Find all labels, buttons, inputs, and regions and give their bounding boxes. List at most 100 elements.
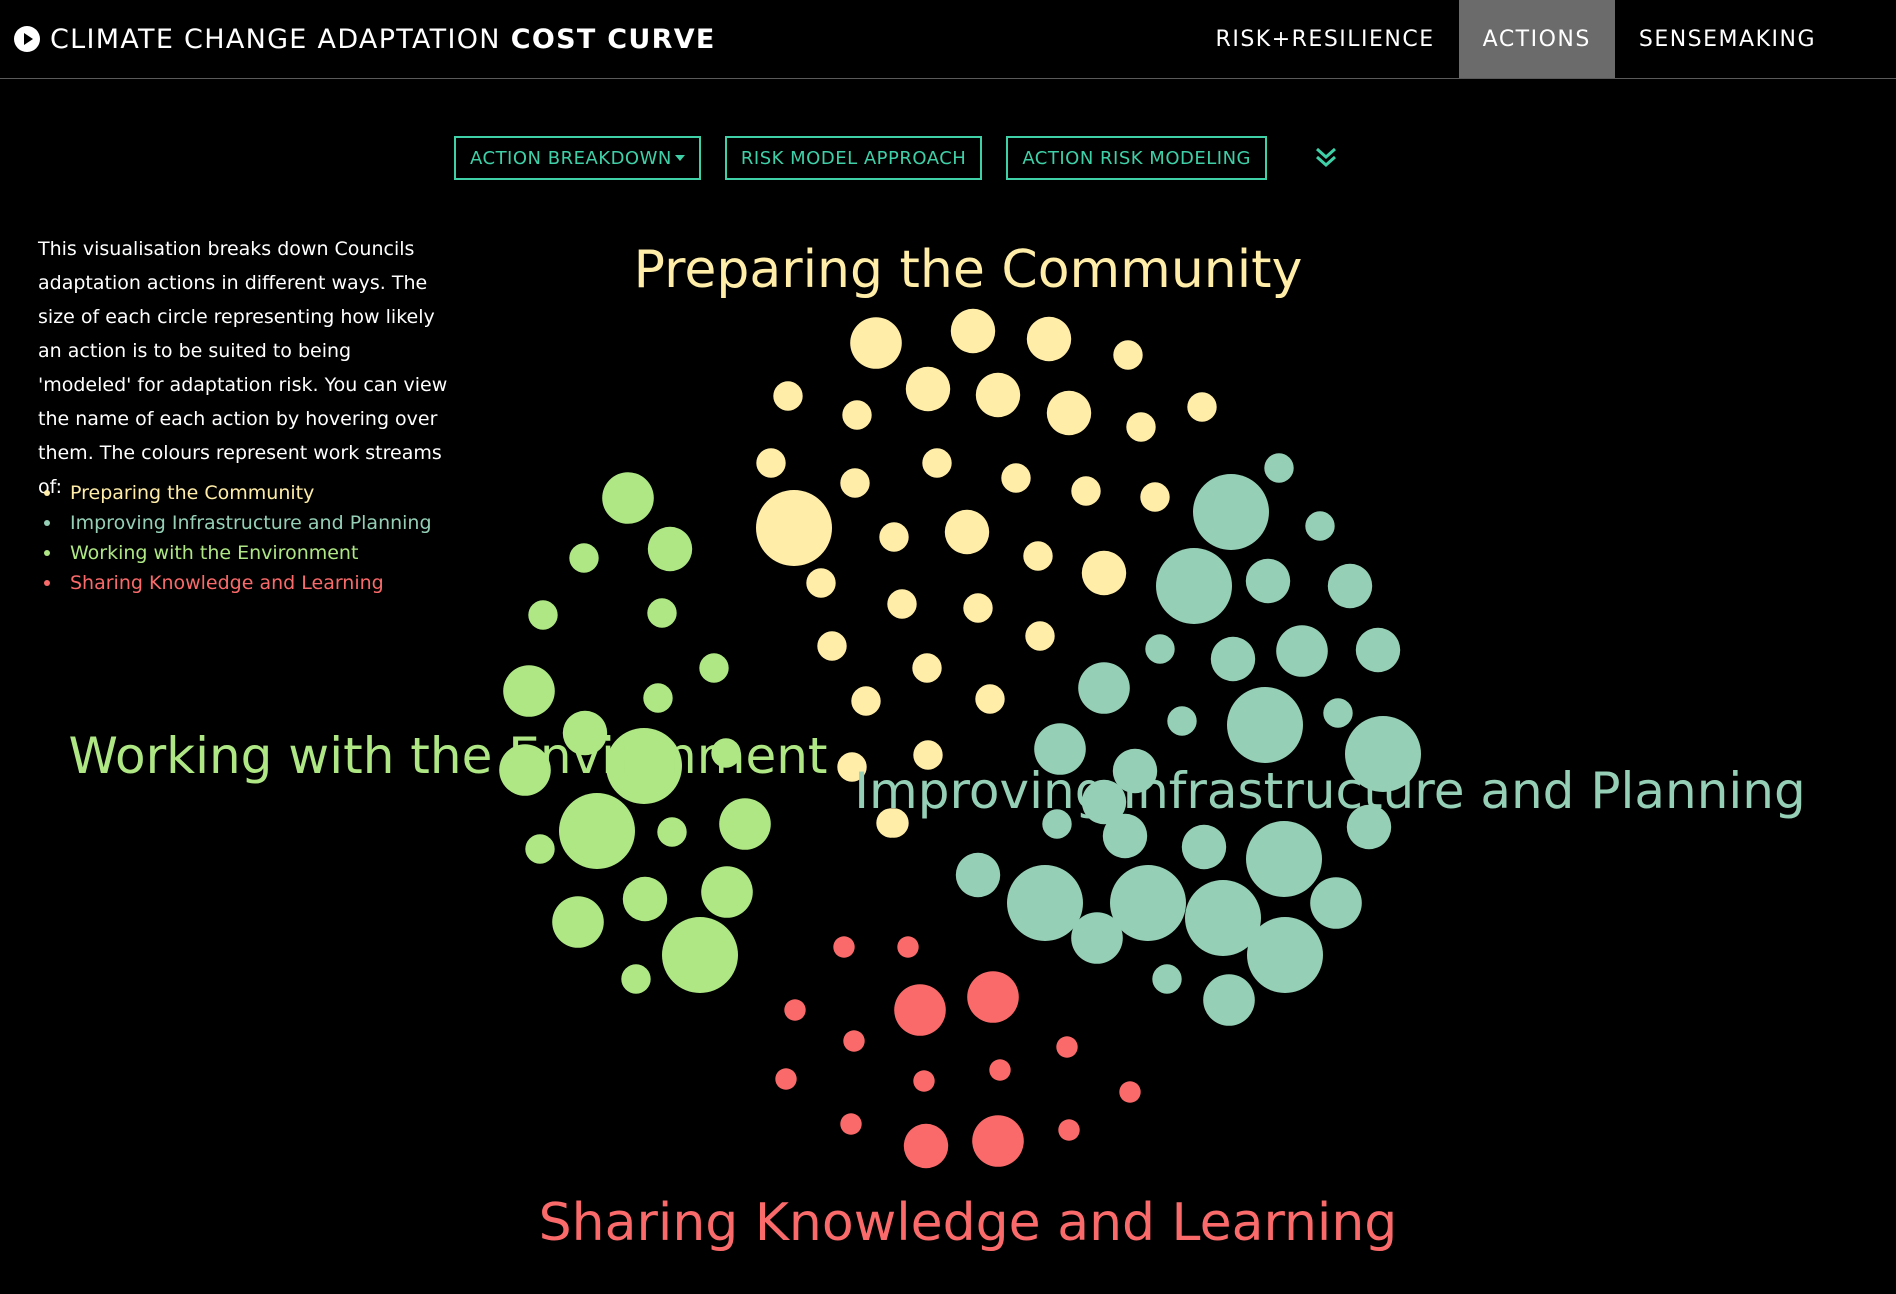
action-bubble[interactable] <box>1187 392 1217 422</box>
action-bubble[interactable] <box>905 366 951 412</box>
action-bubble[interactable] <box>756 490 832 566</box>
action-bubble[interactable] <box>1023 541 1053 571</box>
action-bubble[interactable] <box>972 1115 1024 1167</box>
action-bubble[interactable] <box>806 568 836 598</box>
action-bubble[interactable] <box>525 834 555 864</box>
action-bubble[interactable] <box>1025 621 1055 651</box>
action-bubble[interactable] <box>1081 550 1127 596</box>
nav-actions[interactable]: ACTIONS <box>1458 0 1615 78</box>
action-bubble[interactable] <box>989 1059 1011 1081</box>
action-bubble[interactable] <box>975 684 1005 714</box>
action-bubble[interactable] <box>1185 880 1261 956</box>
action-bubble[interactable] <box>879 522 909 552</box>
nav-risk-resilience[interactable]: RISK+RESILIENCE <box>1215 26 1435 52</box>
action-bubble[interactable] <box>833 936 855 958</box>
app-title[interactable]: CLIMATE CHANGE ADAPTATION COST CURVE <box>14 0 716 78</box>
action-bubble[interactable] <box>503 665 555 717</box>
action-bubble[interactable] <box>1167 706 1197 736</box>
action-bubble[interactable] <box>1245 558 1291 604</box>
action-bubble[interactable] <box>963 593 993 623</box>
action-bubble[interactable] <box>944 509 990 555</box>
action-bubble[interactable] <box>1078 662 1130 714</box>
action-bubble[interactable] <box>775 1068 797 1090</box>
action-bubble[interactable] <box>1247 917 1323 993</box>
action-bubble[interactable] <box>843 1030 865 1052</box>
action-bubble[interactable] <box>887 589 917 619</box>
action-bubble[interactable] <box>701 866 753 918</box>
risk-model-approach-button[interactable]: RISK MODEL APPROACH <box>724 136 983 180</box>
action-bubble[interactable] <box>1210 636 1256 682</box>
action-bubble[interactable] <box>1071 476 1101 506</box>
action-bubble[interactable] <box>1145 634 1175 664</box>
action-bubble[interactable] <box>602 472 654 524</box>
action-bubble[interactable] <box>1081 779 1127 825</box>
action-bubble[interactable] <box>1246 821 1322 897</box>
nav-sensemaking[interactable]: SENSEMAKING <box>1638 26 1816 52</box>
action-bubble[interactable] <box>1119 1081 1141 1103</box>
action-bubble[interactable] <box>842 400 872 430</box>
action-bubble[interactable] <box>1102 813 1148 859</box>
action-bubble[interactable] <box>552 896 604 948</box>
action-bubble[interactable] <box>647 526 693 572</box>
action-bubble[interactable] <box>1113 340 1143 370</box>
action-bubble[interactable] <box>657 817 687 847</box>
action-bubble[interactable] <box>1203 974 1255 1026</box>
action-breakdown-dropdown[interactable]: ACTION BREAKDOWN <box>454 136 701 180</box>
action-bubble[interactable] <box>1075 915 1121 961</box>
action-bubble[interactable] <box>1058 1119 1080 1141</box>
action-bubble[interactable] <box>1034 723 1086 775</box>
action-bubble[interactable] <box>1355 627 1401 673</box>
action-bubble[interactable] <box>1126 412 1156 442</box>
action-bubble[interactable] <box>1346 804 1392 850</box>
action-bubble[interactable] <box>1001 1130 1023 1152</box>
action-bubble[interactable] <box>922 448 952 478</box>
action-bubble[interactable] <box>894 984 946 1036</box>
action-bubble[interactable] <box>1110 865 1186 941</box>
action-bubble[interactable] <box>756 448 786 478</box>
action-bubble[interactable] <box>621 964 651 994</box>
action-bubble[interactable] <box>975 372 1021 418</box>
action-bubble[interactable] <box>879 808 909 838</box>
action-bubble[interactable] <box>913 740 943 770</box>
action-bubble[interactable] <box>606 728 682 804</box>
action-bubble[interactable] <box>1046 390 1092 436</box>
action-bubble[interactable] <box>1345 716 1421 792</box>
action-bubble[interactable] <box>1152 964 1182 994</box>
action-bubble[interactable] <box>1276 625 1328 677</box>
action-bubble[interactable] <box>840 468 870 498</box>
action-bubble[interactable] <box>955 852 1001 898</box>
action-bubble[interactable] <box>837 752 867 782</box>
action-bubble[interactable] <box>950 308 996 354</box>
action-bubble[interactable] <box>699 653 729 683</box>
action-bubble[interactable] <box>1310 877 1362 929</box>
action-bubble[interactable] <box>1193 474 1269 550</box>
action-bubble[interactable] <box>1264 453 1294 483</box>
action-bubble[interactable] <box>817 631 847 661</box>
action-bubble[interactable] <box>1327 563 1373 609</box>
action-bubble[interactable] <box>622 876 668 922</box>
action-risk-modeling-button[interactable]: ACTION RISK MODELING <box>1006 136 1267 180</box>
action-bubble[interactable] <box>840 1113 862 1135</box>
double-chevron-down-icon[interactable] <box>1311 143 1341 173</box>
action-bubble[interactable] <box>773 381 803 411</box>
action-bubble[interactable] <box>912 653 942 683</box>
action-bubble[interactable] <box>1001 463 1031 493</box>
action-bubble[interactable] <box>719 798 771 850</box>
action-bubble[interactable] <box>643 683 673 713</box>
action-bubble[interactable] <box>903 1123 949 1169</box>
action-bubble[interactable] <box>1181 824 1227 870</box>
action-bubble[interactable] <box>897 936 919 958</box>
action-bubble[interactable] <box>528 600 558 630</box>
action-bubble[interactable] <box>1323 698 1353 728</box>
action-bubble[interactable] <box>662 917 738 993</box>
action-bubble[interactable] <box>647 598 677 628</box>
action-bubble[interactable] <box>499 744 551 796</box>
action-bubble[interactable] <box>1305 511 1335 541</box>
action-bubble[interactable] <box>1026 316 1072 362</box>
action-bubble[interactable] <box>851 686 881 716</box>
action-bubble[interactable] <box>711 738 741 768</box>
action-bubble[interactable] <box>1007 865 1083 941</box>
action-bubble[interactable] <box>569 543 599 573</box>
action-bubble[interactable] <box>913 1070 935 1092</box>
action-bubble[interactable] <box>1156 548 1232 624</box>
